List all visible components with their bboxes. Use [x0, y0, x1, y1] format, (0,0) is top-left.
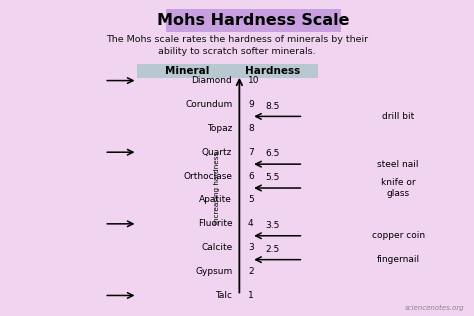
Text: copper coin: copper coin — [372, 231, 425, 240]
Text: Talc: Talc — [215, 291, 232, 300]
Text: The Mohs scale rates the hardness of minerals by their
ability to scratch softer: The Mohs scale rates the hardness of min… — [106, 35, 368, 56]
Text: 8: 8 — [248, 124, 254, 133]
Text: 3: 3 — [248, 243, 254, 252]
Text: Quartz: Quartz — [202, 148, 232, 157]
Text: 10: 10 — [248, 76, 259, 85]
Bar — [166, 9, 341, 32]
Text: 4: 4 — [248, 219, 254, 228]
Text: Mohs Hardness Scale: Mohs Hardness Scale — [157, 13, 350, 28]
Text: Orthoclase: Orthoclase — [183, 172, 232, 180]
Text: 2: 2 — [248, 267, 254, 276]
Text: increasing hardness: increasing hardness — [214, 152, 220, 224]
Text: 3.5: 3.5 — [265, 221, 280, 230]
Text: 6: 6 — [248, 172, 254, 180]
Text: Diamond: Diamond — [191, 76, 232, 85]
Text: Gypsum: Gypsum — [195, 267, 232, 276]
Text: fingernail: fingernail — [377, 255, 419, 264]
Text: steel nail: steel nail — [377, 160, 419, 169]
Text: Apatite: Apatite — [200, 196, 232, 204]
Text: sciencenotes.org: sciencenotes.org — [405, 305, 465, 311]
Text: knife or
glass: knife or glass — [381, 178, 416, 198]
Text: Hardness: Hardness — [245, 66, 300, 76]
Text: Fluorite: Fluorite — [198, 219, 232, 228]
Text: 7: 7 — [248, 148, 254, 157]
Text: 9: 9 — [248, 100, 254, 109]
Text: Topaz: Topaz — [207, 124, 232, 133]
Bar — [137, 64, 318, 78]
Text: Mineral: Mineral — [165, 66, 210, 76]
Text: Corundum: Corundum — [185, 100, 232, 109]
Text: drill bit: drill bit — [382, 112, 414, 121]
Text: 5: 5 — [248, 196, 254, 204]
Text: 2.5: 2.5 — [265, 245, 280, 254]
Text: 8.5: 8.5 — [265, 102, 280, 111]
Text: 6.5: 6.5 — [265, 149, 280, 158]
Text: Calcite: Calcite — [201, 243, 232, 252]
Text: 5.5: 5.5 — [265, 173, 280, 182]
Text: 1: 1 — [248, 291, 254, 300]
